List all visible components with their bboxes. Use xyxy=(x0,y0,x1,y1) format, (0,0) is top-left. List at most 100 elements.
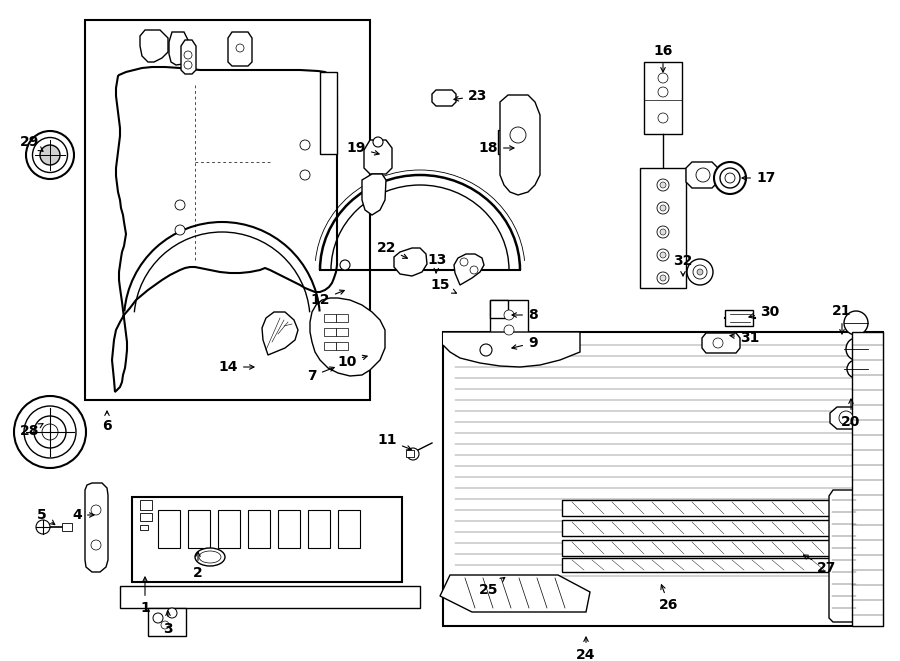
Circle shape xyxy=(34,416,66,448)
Bar xyxy=(562,558,832,572)
Bar xyxy=(218,510,240,548)
Text: 2: 2 xyxy=(194,552,202,580)
Text: 21: 21 xyxy=(832,304,851,334)
Bar xyxy=(324,328,336,336)
Circle shape xyxy=(340,260,350,270)
Bar xyxy=(148,608,186,636)
Circle shape xyxy=(657,272,669,284)
Bar xyxy=(490,300,528,345)
Text: 18: 18 xyxy=(479,141,514,155)
Polygon shape xyxy=(454,254,484,285)
Bar xyxy=(120,586,420,608)
Bar xyxy=(498,130,518,154)
Ellipse shape xyxy=(725,173,735,183)
Circle shape xyxy=(184,61,192,69)
Circle shape xyxy=(91,505,101,515)
Bar xyxy=(336,342,348,350)
Ellipse shape xyxy=(720,168,740,188)
Circle shape xyxy=(470,266,478,274)
Circle shape xyxy=(660,205,666,211)
Circle shape xyxy=(658,87,668,97)
Polygon shape xyxy=(362,174,386,215)
Bar xyxy=(852,332,883,626)
Circle shape xyxy=(510,127,526,143)
Polygon shape xyxy=(830,407,862,429)
Text: 3: 3 xyxy=(163,611,173,636)
Bar xyxy=(562,500,832,516)
Polygon shape xyxy=(181,40,196,74)
Text: 29: 29 xyxy=(21,135,43,151)
Circle shape xyxy=(24,406,76,458)
Bar xyxy=(248,510,270,548)
Text: 13: 13 xyxy=(427,253,446,273)
Text: 22: 22 xyxy=(376,241,408,258)
Circle shape xyxy=(14,396,86,468)
Circle shape xyxy=(184,51,192,59)
Polygon shape xyxy=(228,32,252,66)
Circle shape xyxy=(687,259,713,285)
Text: 30: 30 xyxy=(749,305,779,319)
Text: 5: 5 xyxy=(37,508,55,525)
Polygon shape xyxy=(686,162,718,188)
Circle shape xyxy=(480,344,492,356)
Polygon shape xyxy=(310,298,385,376)
Circle shape xyxy=(660,229,666,235)
Text: 24: 24 xyxy=(576,637,596,661)
Circle shape xyxy=(658,113,668,123)
Circle shape xyxy=(839,411,853,425)
Circle shape xyxy=(713,338,723,348)
Ellipse shape xyxy=(844,311,868,335)
Polygon shape xyxy=(500,95,540,195)
Ellipse shape xyxy=(846,338,866,360)
Ellipse shape xyxy=(26,131,74,179)
Text: 25: 25 xyxy=(479,578,505,597)
Text: 26: 26 xyxy=(660,585,679,612)
Bar xyxy=(140,525,148,530)
Bar xyxy=(320,72,337,154)
Circle shape xyxy=(657,249,669,261)
Ellipse shape xyxy=(40,145,60,165)
Bar xyxy=(62,523,72,531)
Bar xyxy=(644,62,682,134)
Text: 4: 4 xyxy=(72,508,94,522)
Circle shape xyxy=(300,140,310,150)
Circle shape xyxy=(660,275,666,281)
Circle shape xyxy=(460,258,468,266)
Text: 32: 32 xyxy=(673,254,693,276)
Circle shape xyxy=(153,613,163,623)
Bar xyxy=(562,520,832,536)
Ellipse shape xyxy=(32,137,68,173)
Circle shape xyxy=(42,424,58,440)
Text: 20: 20 xyxy=(842,399,860,429)
Polygon shape xyxy=(440,575,590,612)
Circle shape xyxy=(236,44,244,52)
Text: 10: 10 xyxy=(338,355,367,369)
Text: 28: 28 xyxy=(20,424,43,438)
Polygon shape xyxy=(364,140,392,174)
Text: 27: 27 xyxy=(804,555,836,575)
Polygon shape xyxy=(140,30,168,62)
Text: 19: 19 xyxy=(346,141,379,155)
Polygon shape xyxy=(394,248,427,276)
Circle shape xyxy=(36,520,50,534)
Circle shape xyxy=(504,310,514,320)
Circle shape xyxy=(300,170,310,180)
Text: 31: 31 xyxy=(730,331,760,345)
Ellipse shape xyxy=(847,360,865,378)
Circle shape xyxy=(696,168,710,182)
Polygon shape xyxy=(85,483,108,572)
Circle shape xyxy=(504,325,514,335)
Text: 15: 15 xyxy=(430,278,456,293)
Circle shape xyxy=(660,252,666,258)
Circle shape xyxy=(373,137,383,147)
Circle shape xyxy=(660,182,666,188)
Polygon shape xyxy=(112,67,337,392)
Text: 9: 9 xyxy=(512,336,537,350)
Text: 11: 11 xyxy=(377,433,411,450)
Text: 6: 6 xyxy=(103,411,112,433)
Bar xyxy=(308,510,330,548)
Polygon shape xyxy=(432,90,456,106)
Bar xyxy=(324,342,336,350)
Bar xyxy=(336,328,348,336)
Text: 23: 23 xyxy=(454,89,488,103)
